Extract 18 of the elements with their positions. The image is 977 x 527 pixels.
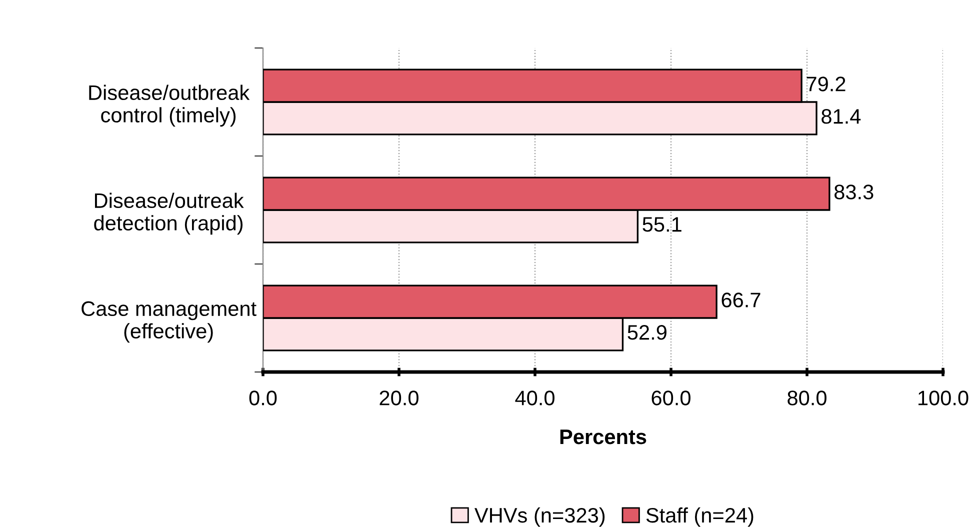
x-tick-label: 40.0 bbox=[515, 390, 554, 406]
data-label: 81.4 bbox=[822, 109, 861, 124]
data-label: 79.2 bbox=[806, 76, 846, 92]
x-tick-label: 20.0 bbox=[380, 390, 418, 406]
data-label: 83.3 bbox=[834, 184, 874, 200]
y-tick-label: Case management (effective) bbox=[82, 301, 256, 343]
y-tick-label: Disease/outbreak control (timely) bbox=[89, 84, 250, 127]
data-label: 52.9 bbox=[628, 325, 666, 340]
y-tick-label: Disease/outreak detection (rapid) bbox=[94, 192, 244, 235]
legend-label: Staff (n=24) bbox=[646, 507, 754, 527]
x-tick-label: 0.0 bbox=[249, 390, 277, 406]
data-label: 55.1 bbox=[642, 217, 682, 232]
x-tick-label: 60.0 bbox=[652, 390, 690, 406]
x-tick-label: 100.0 bbox=[918, 390, 968, 406]
legend-label: VHVs (n=323) bbox=[474, 507, 605, 527]
data-label: 66.7 bbox=[722, 292, 760, 308]
x-axis-title: Percents bbox=[560, 430, 646, 444]
x-tick-label: 80.0 bbox=[788, 390, 826, 406]
